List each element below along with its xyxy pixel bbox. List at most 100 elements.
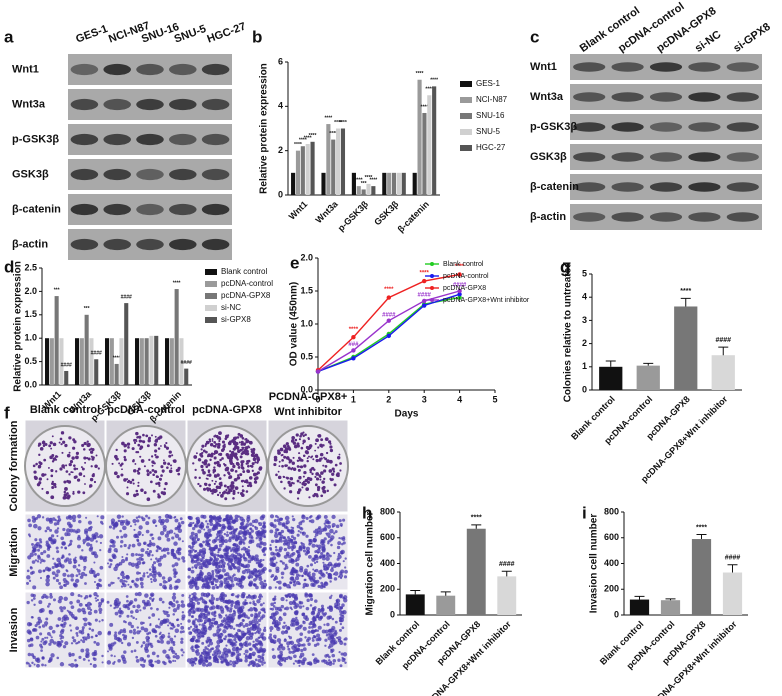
colony <box>64 487 68 491</box>
cell <box>56 535 59 538</box>
cell <box>139 630 142 633</box>
cell <box>211 647 215 650</box>
cell <box>125 603 130 609</box>
cell <box>337 575 340 578</box>
cell <box>131 543 136 548</box>
cell <box>259 530 264 535</box>
cell <box>314 532 319 537</box>
cell <box>174 628 180 633</box>
cell <box>186 603 192 608</box>
colony <box>51 486 55 490</box>
colony <box>258 466 263 470</box>
cell <box>247 575 251 579</box>
cell <box>86 635 91 640</box>
colony <box>297 468 301 472</box>
cell <box>253 614 258 619</box>
cell <box>45 617 49 621</box>
colony <box>89 450 94 454</box>
cell <box>241 554 246 558</box>
cell <box>192 521 195 525</box>
blot-row-label: p-GSK3β <box>12 133 59 145</box>
colony <box>242 470 246 473</box>
cell <box>326 551 329 555</box>
cell <box>258 564 263 569</box>
significance: **** <box>339 120 347 126</box>
blot-band <box>103 98 131 111</box>
colony <box>292 467 297 471</box>
cell <box>207 542 211 546</box>
cell <box>232 642 237 647</box>
cell <box>172 568 177 573</box>
cell <box>162 524 167 530</box>
cell <box>60 546 63 549</box>
cell <box>168 586 173 590</box>
cell <box>305 606 310 611</box>
cell <box>342 652 348 657</box>
colony <box>306 480 311 484</box>
colony <box>229 453 233 457</box>
cell <box>320 572 325 577</box>
cell <box>228 609 233 613</box>
cell <box>238 578 242 582</box>
cell <box>299 624 303 628</box>
y-axis-label: Invasion cell number <box>589 514 600 614</box>
cell <box>118 601 121 604</box>
cell <box>161 576 166 580</box>
cell <box>231 634 235 638</box>
cell <box>293 610 299 615</box>
cell <box>55 546 59 550</box>
colony <box>232 453 237 458</box>
colony <box>234 445 238 449</box>
cell <box>249 656 253 660</box>
cell <box>91 533 96 538</box>
cell <box>147 543 152 548</box>
cell <box>344 569 348 574</box>
cell <box>282 582 287 587</box>
colony <box>138 439 142 443</box>
colony <box>234 470 238 473</box>
cell <box>222 651 226 655</box>
colony <box>82 491 86 495</box>
colony <box>240 452 244 456</box>
cell <box>50 534 55 538</box>
cell <box>68 560 72 565</box>
colony <box>51 460 55 463</box>
cell <box>342 518 346 522</box>
cell <box>302 647 307 652</box>
colony <box>114 454 118 459</box>
cell <box>251 555 256 560</box>
cell <box>222 518 226 521</box>
cell <box>135 564 140 569</box>
colony <box>214 474 218 478</box>
cell <box>226 580 230 584</box>
cell <box>245 595 249 599</box>
colony <box>135 440 138 443</box>
cell <box>244 556 247 560</box>
cell <box>132 518 137 524</box>
blot-band <box>136 133 164 146</box>
colony <box>62 440 66 444</box>
cell <box>125 580 128 583</box>
cell <box>306 564 310 568</box>
blot-band <box>169 133 197 146</box>
cell <box>307 630 311 634</box>
cell <box>138 572 142 575</box>
colony <box>230 486 234 490</box>
cell <box>206 612 211 616</box>
colony <box>61 451 64 454</box>
cell <box>52 576 56 580</box>
cell <box>298 545 303 551</box>
colony <box>224 497 228 501</box>
error-bar <box>643 362 654 366</box>
colony <box>95 454 98 457</box>
cell <box>327 574 332 580</box>
cell <box>218 574 223 579</box>
cell <box>278 531 282 536</box>
cell <box>282 612 287 617</box>
cell <box>259 649 263 653</box>
cell <box>270 539 275 544</box>
cell <box>249 601 252 605</box>
colony <box>33 475 37 479</box>
cell <box>225 644 228 647</box>
cell <box>261 649 266 654</box>
